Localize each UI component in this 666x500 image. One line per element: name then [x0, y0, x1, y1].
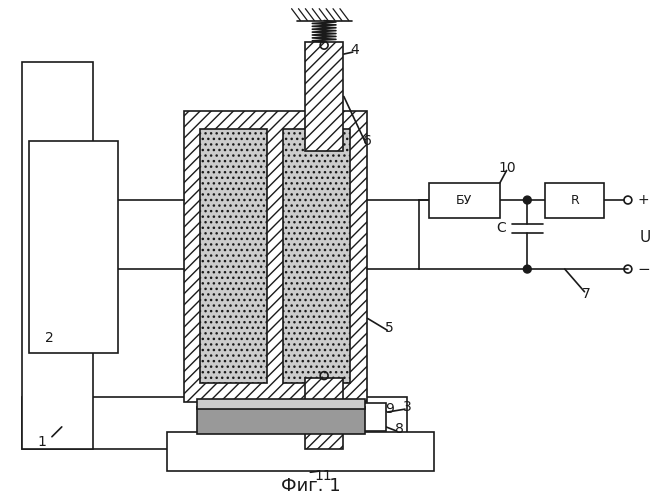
Bar: [23, 62, 93, 448]
Bar: [545, 184, 604, 218]
Text: Фиг. 1: Фиг. 1: [280, 477, 340, 495]
Bar: [306, 378, 343, 448]
Text: 1: 1: [37, 434, 47, 448]
Text: 10: 10: [499, 162, 516, 175]
Bar: [268, 403, 386, 431]
Text: 7: 7: [582, 286, 591, 300]
Bar: [184, 112, 366, 402]
Circle shape: [523, 196, 531, 204]
Text: 9: 9: [385, 402, 394, 416]
Text: 6: 6: [363, 134, 372, 148]
Text: +: +: [638, 193, 649, 207]
Text: R: R: [570, 194, 579, 206]
Text: 2: 2: [45, 331, 53, 345]
Text: C: C: [496, 220, 505, 234]
Bar: [29, 141, 118, 353]
Bar: [167, 432, 434, 472]
Text: БУ: БУ: [456, 194, 472, 206]
Bar: [282, 129, 350, 384]
Bar: [197, 407, 364, 434]
Text: U: U: [640, 230, 651, 245]
Text: 8: 8: [395, 422, 404, 436]
Text: 11: 11: [314, 469, 332, 483]
Text: 5: 5: [385, 322, 394, 336]
Text: 3: 3: [402, 400, 412, 414]
Circle shape: [523, 265, 531, 273]
Bar: [23, 398, 407, 448]
Text: −: −: [638, 262, 651, 276]
Text: 4: 4: [350, 43, 359, 57]
Bar: [200, 129, 267, 384]
Bar: [197, 400, 364, 409]
Bar: [306, 42, 343, 150]
Bar: [429, 184, 500, 218]
